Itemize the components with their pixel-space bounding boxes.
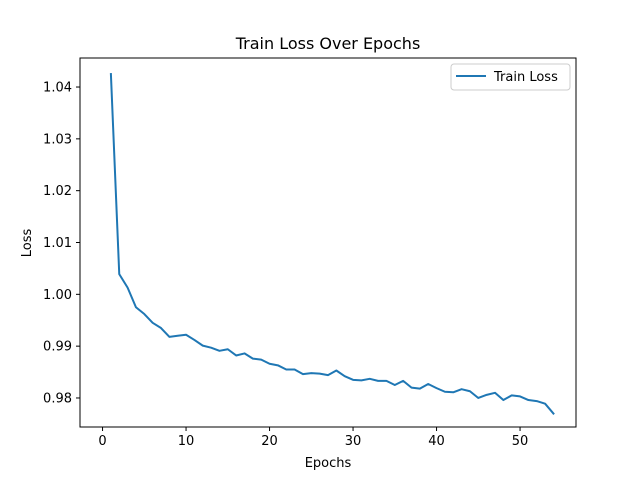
y-tick-label: 1.00	[43, 288, 72, 303]
series-line-train-loss	[109, 73, 555, 415]
x-tick-label: 10	[178, 434, 195, 449]
plot-area: 0 10 20 30 40 50 0.98 0.99 1.00 1.01 1.02 1.03 1.04	[43, 57, 577, 449]
legend-box	[450, 63, 571, 91]
chart-title: Train Loss Over Epochs	[235, 34, 421, 53]
x-axis-ticks: 0 10 20 30 40 50	[98, 427, 528, 449]
y-tick-label: 0.98	[43, 391, 72, 406]
y-tick-label: 1.04	[43, 81, 72, 96]
series-points	[110, 74, 554, 414]
x-tick-label: 20	[261, 434, 278, 449]
y-axis-ticks: 0.98 0.99 1.00 1.01 1.02 1.03 1.04	[43, 81, 80, 406]
y-axis-label: Loss	[20, 229, 35, 258]
y-tick-label: 1.02	[43, 184, 72, 199]
legend: Train Loss	[450, 63, 571, 91]
y-tick-label: 1.03	[43, 132, 72, 147]
y-tick-label: 0.99	[43, 340, 72, 355]
x-tick-label: 0	[98, 434, 106, 449]
x-tick-label: 40	[428, 434, 445, 449]
x-tick-label: 50	[512, 434, 529, 449]
x-axis-label: Epochs	[305, 456, 352, 471]
legend-label: Train Loss	[493, 70, 558, 85]
series-group	[109, 73, 555, 415]
x-tick-label: 30	[345, 434, 362, 449]
y-tick-label: 1.01	[43, 236, 72, 251]
